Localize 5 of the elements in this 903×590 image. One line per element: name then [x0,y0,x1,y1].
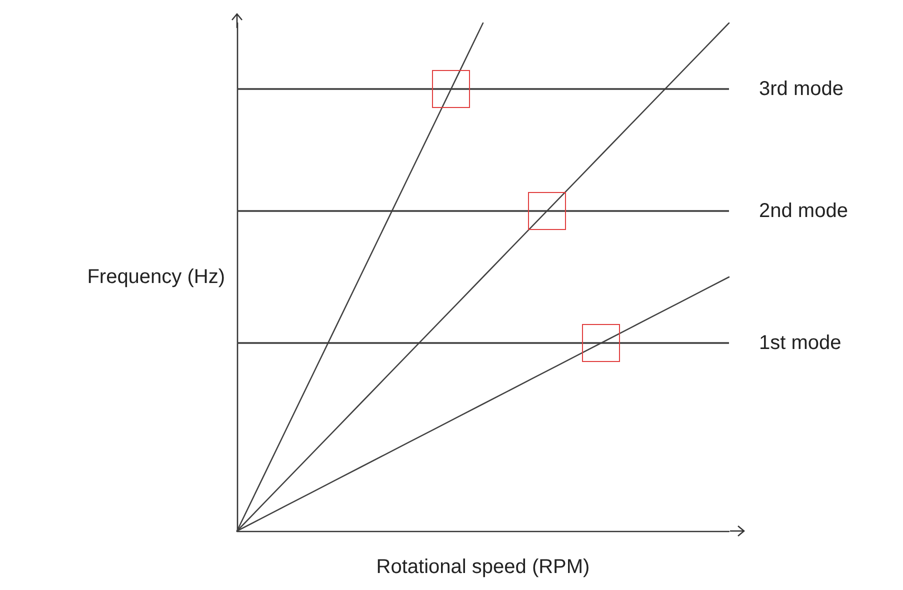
ref-line-label: 1st mode [759,332,842,354]
ref-line-label: 3rd mode [759,78,844,100]
y-axis-title: Frequency (Hz) [87,266,225,288]
ref-line-label: 2nd mode [759,200,848,222]
x-axis-title: Rotational speed (RPM) [376,556,590,578]
